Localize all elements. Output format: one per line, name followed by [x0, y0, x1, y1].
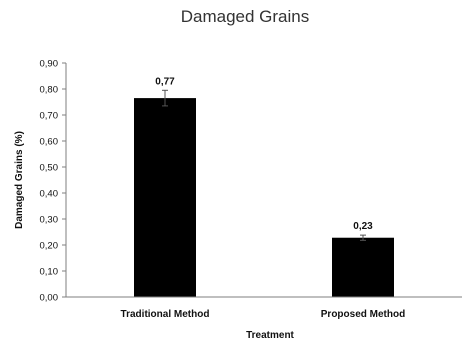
y-tick-label: 0,30 [40, 215, 59, 226]
data-labels: 0,77 0,23 [155, 76, 373, 232]
data-label: 0,23 [353, 221, 373, 232]
x-axis-categories: Traditional Method Proposed Method [121, 309, 406, 320]
y-tick-label: 0,60 [40, 137, 59, 148]
y-tick-label: 0,80 [40, 85, 59, 96]
y-axis-ticks: 0,00 0,10 0,20 0,30 0,40 0,50 0,60 0,70 0,80 0,90 [40, 59, 66, 304]
y-tick-label: 0,20 [40, 241, 59, 252]
chart-title: Damaged Grains [181, 7, 310, 26]
bars [134, 98, 394, 297]
y-tick-label: 0,70 [40, 111, 59, 122]
y-axis-label: Damaged Grains (%) [14, 131, 25, 229]
x-category-label: Traditional Method [121, 309, 210, 320]
bar [134, 98, 196, 297]
bar [332, 237, 394, 297]
x-category-label: Proposed Method [321, 309, 405, 320]
y-tick-label: 0,00 [40, 293, 59, 304]
y-tick-label: 0,10 [40, 267, 59, 278]
error-bars [162, 89, 366, 241]
y-tick-label: 0,50 [40, 163, 59, 174]
y-tick-label: 0,40 [40, 189, 59, 200]
data-label: 0,77 [155, 76, 175, 87]
y-tick-label: 0,90 [40, 59, 59, 70]
x-axis-label: Treatment [246, 330, 294, 341]
